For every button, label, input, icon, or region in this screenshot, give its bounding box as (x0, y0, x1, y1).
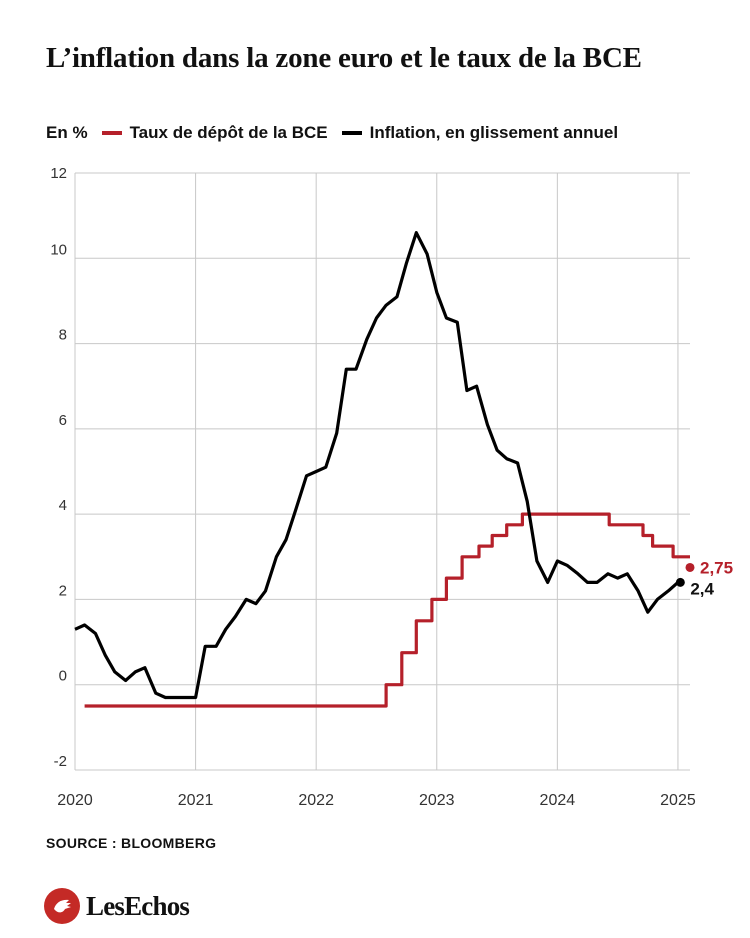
legend-label-inflation: Inflation, en glissement annuel (369, 123, 619, 142)
y-tick-label: -2 (54, 753, 67, 770)
end-label-inflation: 2,4 (690, 579, 714, 598)
x-tick-label: 2023 (419, 792, 455, 809)
y-tick-label: 12 (50, 165, 67, 182)
rooster-icon (44, 888, 80, 924)
legend: En % Taux de dépôt de la BCE Inflation, … (46, 122, 632, 144)
x-tick-label: 2021 (178, 792, 214, 809)
unit-label: En % (46, 123, 88, 142)
legend-swatch-rate (101, 131, 122, 135)
end-label-rate: 2,75 (700, 558, 733, 577)
x-tick-label: 2022 (298, 792, 334, 809)
y-tick-label: 8 (59, 327, 67, 344)
legend-item-inflation: Inflation, en glissement annuel (341, 123, 619, 143)
x-tick-label: 2024 (540, 792, 576, 809)
end-point-inflation (675, 577, 685, 587)
source-note: SOURCE : BLOOMBERG (46, 835, 217, 851)
y-tick-label: 0 (59, 668, 67, 685)
chart-title: L’inflation dans la zone euro et le taux… (46, 42, 642, 74)
series-line-inflation (74, 231, 679, 700)
x-tick-label: 2020 (57, 792, 93, 809)
y-tick-label: 2 (59, 582, 67, 599)
y-tick-label: 10 (50, 241, 67, 258)
legend-swatch-inflation (341, 131, 362, 135)
legend-item-rate: Taux de dépôt de la BCE (101, 123, 328, 143)
x-tick-label: 2025 (660, 792, 696, 809)
y-tick-label: 6 (59, 412, 67, 429)
end-point-rate (685, 562, 695, 572)
series-line-rate (84, 512, 690, 708)
y-tick-label: 4 (59, 497, 67, 514)
brand-logo: LesEchos (44, 888, 190, 924)
legend-label-rate: Taux de dépôt de la BCE (129, 123, 328, 142)
brand-name: LesEchos (86, 890, 190, 921)
